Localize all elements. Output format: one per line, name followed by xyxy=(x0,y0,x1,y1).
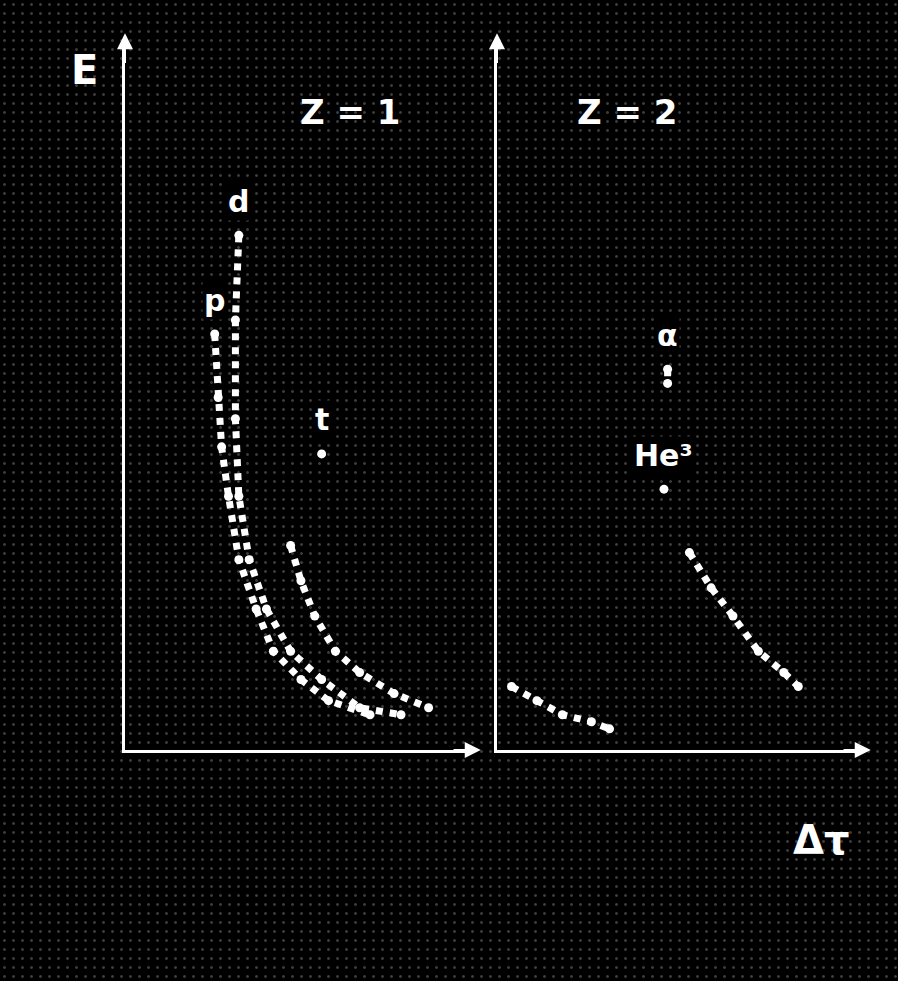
svg-text:He³: He³ xyxy=(634,438,693,473)
svg-text:α: α xyxy=(657,318,678,353)
svg-text:E: E xyxy=(71,47,98,93)
svg-text:Δτ: Δτ xyxy=(793,817,849,863)
svg-text:t: t xyxy=(315,402,329,437)
svg-text:d: d xyxy=(228,184,249,219)
svg-text:Z = 2: Z = 2 xyxy=(577,92,677,132)
svg-text:Z = 1: Z = 1 xyxy=(300,92,400,132)
svg-text:p: p xyxy=(204,283,225,318)
